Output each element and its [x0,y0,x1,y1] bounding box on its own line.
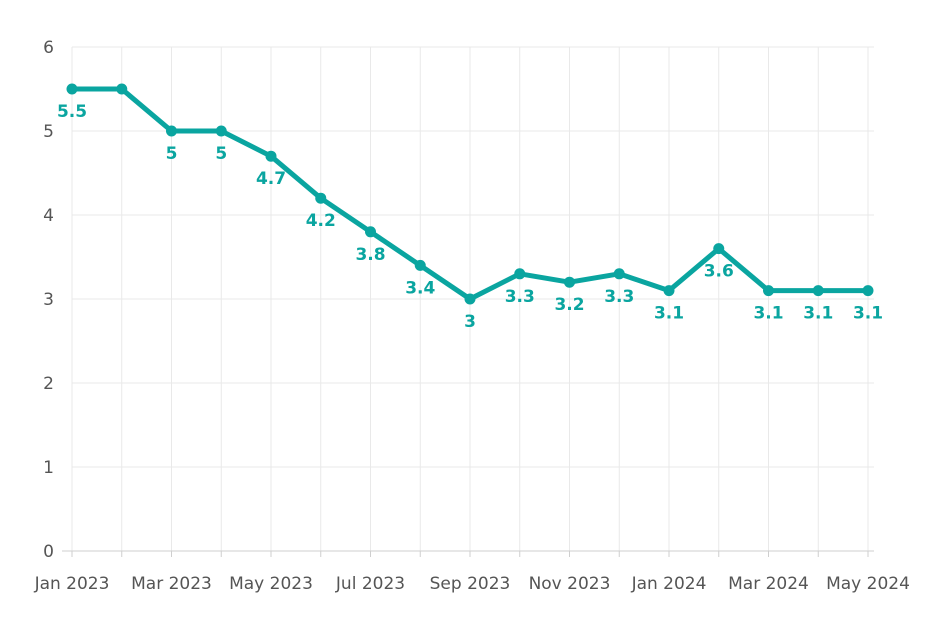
x-tick-label: Mar 2023 [131,574,212,594]
series [66,83,874,305]
data-point [365,226,376,238]
x-tick-label: Jan 2024 [631,574,707,594]
data-label: 5.5 [57,102,87,122]
data-label: 3.1 [753,304,783,324]
data-point [265,150,277,162]
data-label: 5 [215,144,227,164]
grid-lines [71,46,874,551]
data-label: 3 [464,312,476,332]
y-tick-label: 0 [43,542,54,562]
data-labels: 5.5 5 5 4.7 4.2 3.8 3.4 3 3.3 3.2 3.3 3.1 3.6 3.1 3.1 3… [57,102,883,332]
data-label: 3.4 [405,278,435,298]
y-tick-label: 2 [43,374,54,394]
axes: 0 1 2 3 4 5 6 Jan 2023 Mar 2023 May 2023 Jul 2023 S… [34,38,910,594]
data-label: 3.3 [505,287,535,307]
data-label: 5 [166,144,178,164]
data-point [663,285,675,297]
x-tick-label: Sep 2023 [430,574,511,594]
data-point [116,83,128,95]
data-point [564,276,575,288]
y-tick-label: 3 [43,290,54,310]
x-tick-label: Jul 2023 [335,574,405,594]
data-label: 3.1 [803,304,833,324]
data-label: 3.1 [853,304,883,324]
data-point [812,285,824,297]
x-tick-label: May 2023 [229,574,313,594]
data-label: 3.2 [554,295,584,315]
data-label: 4.7 [256,169,286,189]
data-point [414,259,426,271]
x-tick-label: Jan 2023 [34,574,110,594]
data-point [464,293,476,305]
x-tick-label: Mar 2024 [728,574,809,594]
y-tick-label: 1 [43,458,54,478]
data-point [613,268,625,280]
data-label: 3.1 [654,304,684,324]
data-point [862,285,874,297]
y-tick-label: 6 [43,38,54,58]
data-point [763,285,774,297]
data-point [514,268,526,280]
data-label: 3.3 [604,287,634,307]
data-point [66,83,78,95]
y-tick-label: 4 [43,206,54,226]
data-point [215,125,227,137]
data-point [713,243,725,255]
data-label: 3.8 [355,245,385,265]
data-label: 3.6 [704,262,734,282]
data-label: 4.2 [306,211,336,231]
y-tick-label: 5 [43,122,54,142]
data-point [315,192,327,204]
x-tick-label: May 2024 [826,574,910,594]
x-tick-label: Nov 2023 [529,574,611,594]
data-point [166,125,177,137]
